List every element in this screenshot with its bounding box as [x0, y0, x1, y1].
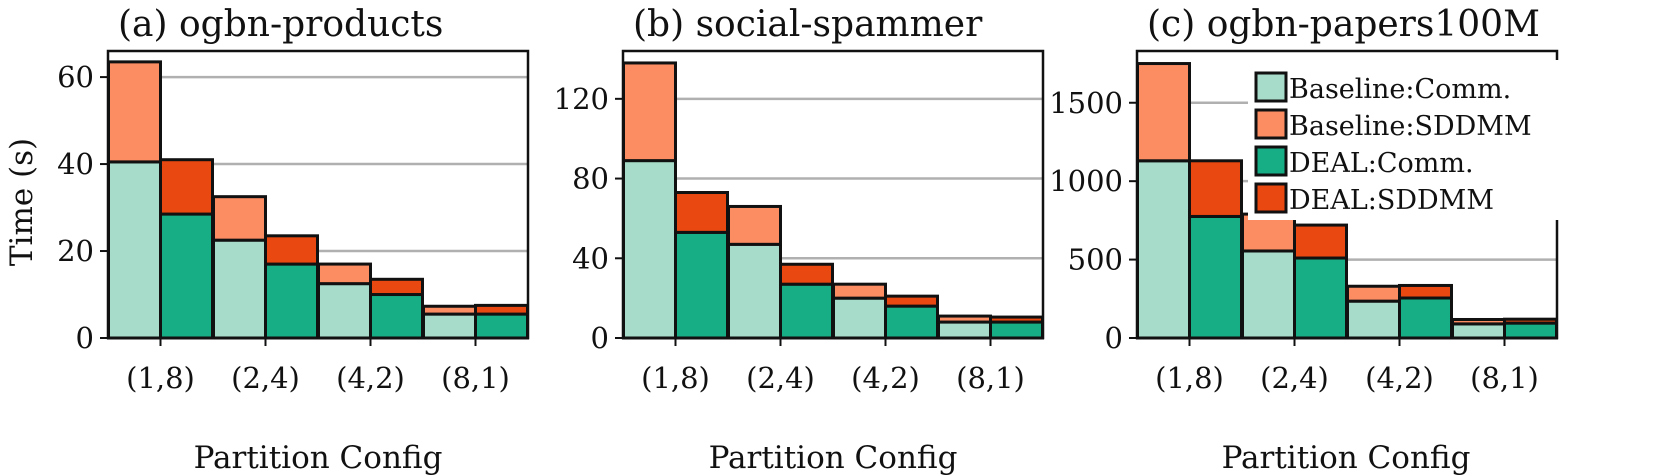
- bar-baseline-sddmm-2-4: [727, 204, 782, 246]
- bar-deal-sddmm-1-8: [159, 158, 214, 216]
- bar-deal-sddmm-4-2: [884, 294, 939, 308]
- bar-deal-sddmm-4-2: [1398, 283, 1453, 300]
- y-tick-label: 60: [57, 60, 94, 94]
- y-tick-label: 0: [1105, 321, 1123, 355]
- y-axis-label: Time (s): [4, 138, 40, 266]
- legend-label: DEAL:Comm.: [1289, 148, 1474, 179]
- bar-deal-comm-2-4: [779, 282, 834, 340]
- bar-deal-sddmm-8-1: [474, 303, 529, 316]
- bar-deal-sddmm-4-2: [369, 277, 424, 297]
- bar-deal-comm-1-8: [674, 230, 729, 340]
- bar-deal-comm-4-2: [884, 304, 939, 340]
- bar-baseline-comm-1-8: [107, 160, 162, 340]
- y-tick-label: 500: [1068, 243, 1123, 277]
- bar-deal-sddmm-8-1: [1503, 317, 1558, 325]
- bar-baseline-comm-1-8: [1136, 159, 1191, 340]
- x-tick-label: (1,8): [641, 361, 710, 395]
- x-tick-label: (2,4): [746, 361, 815, 395]
- bar-baseline-sddmm-8-1: [422, 304, 477, 316]
- legend-entry-deal-sddmm: DEAL:SDDMM: [1254, 182, 1494, 216]
- plot-frame: [621, 49, 1045, 340]
- bar-deal-sddmm-1-8: [674, 191, 729, 234]
- legend-label: DEAL:SDDMM: [1289, 185, 1494, 216]
- y-tick-label: 1000: [1049, 164, 1123, 198]
- bar-baseline-sddmm-1-8: [1136, 62, 1191, 163]
- legend-entry-baseline-comm: Baseline:Comm.: [1254, 71, 1511, 105]
- bar-deal-sddmm-2-4: [1293, 223, 1348, 260]
- panel-social-spammer: (b) social-spammer Partition Config 0 40 8…: [554, 4, 1045, 476]
- y-tick-label: 20: [57, 234, 94, 268]
- bar-baseline-comm-4-2: [1346, 299, 1401, 340]
- bar-baseline-sddmm-4-2: [1346, 284, 1401, 303]
- bar-baseline-sddmm-1-8: [107, 60, 162, 164]
- y-tick-label: 0: [76, 321, 94, 355]
- bar-baseline-comm-4-2: [317, 282, 372, 340]
- x-axis-label: Partition Config: [1222, 440, 1471, 476]
- bar-deal-comm-1-8: [1188, 214, 1243, 340]
- bar-deal-sddmm-2-4: [264, 234, 319, 266]
- bar-deal-comm-2-4: [1293, 256, 1348, 340]
- legend-swatch-deal-sddmm: [1254, 182, 1288, 214]
- bar-deal-sddmm-1-8: [1188, 159, 1243, 218]
- y-tick-label: 0: [591, 321, 609, 355]
- bar-baseline-sddmm-2-4: [212, 195, 267, 242]
- panel-title: (b) social-spammer: [633, 4, 983, 45]
- bar-deal-comm-8-1: [1503, 321, 1558, 340]
- x-axis-label: Partition Config: [709, 440, 958, 476]
- x-tick-label: (4,2): [851, 361, 920, 395]
- legend-swatch-baseline-sddmm: [1254, 108, 1288, 140]
- bar-baseline-comm-8-1: [1451, 322, 1506, 340]
- y-tick-label: 40: [572, 241, 609, 275]
- legend-entry-baseline-sddmm: Baseline:SDDMM: [1254, 108, 1532, 142]
- plot-frame: [106, 49, 530, 340]
- bar-baseline-sddmm-1-8: [622, 61, 677, 163]
- bar-baseline-comm-8-1: [422, 312, 477, 340]
- bar-baseline-comm-4-2: [832, 296, 887, 340]
- x-tick-label: (1,8): [1155, 361, 1224, 395]
- legend-swatch-baseline-comm: [1254, 71, 1288, 103]
- bar-baseline-comm-2-4: [1241, 249, 1296, 340]
- panel-title: (a) ogbn-products: [118, 4, 443, 45]
- legend: Baseline:Comm. Baseline:SDDMM DEAL:Comm.…: [1248, 60, 1654, 220]
- legend-swatch-deal-comm: [1254, 145, 1288, 177]
- bar-baseline-sddmm-8-1: [1451, 317, 1506, 326]
- panel-ogbn-products: (a) ogbn-products Time (s) Partition Con…: [4, 4, 530, 476]
- x-axis-label: Partition Config: [194, 440, 443, 476]
- legend-label: Baseline:Comm.: [1289, 74, 1511, 105]
- x-tick-label: (8,1): [1470, 361, 1539, 395]
- bar-deal-comm-2-4: [264, 262, 319, 340]
- bar-deal-comm-8-1: [989, 320, 1044, 340]
- x-tick-label: (8,1): [956, 361, 1025, 395]
- bar-baseline-sddmm-8-1: [937, 314, 992, 324]
- bar-baseline-sddmm-4-2: [832, 282, 887, 300]
- bar-deal-comm-4-2: [369, 293, 424, 340]
- bar-deal-sddmm-2-4: [779, 262, 834, 286]
- bar-baseline-comm-1-8: [622, 159, 677, 340]
- y-tick-label: 80: [572, 162, 609, 196]
- x-tick-label: (8,1): [441, 361, 510, 395]
- bar-baseline-comm-2-4: [212, 238, 267, 340]
- legend-background: [1248, 60, 1654, 220]
- bar-baseline-comm-8-1: [937, 320, 992, 340]
- bar-deal-sddmm-8-1: [989, 315, 1044, 324]
- y-tick-label: 40: [57, 147, 94, 181]
- x-tick-label: (4,2): [336, 361, 405, 395]
- bar-deal-comm-4-2: [1398, 296, 1453, 340]
- bar-deal-comm-1-8: [159, 212, 214, 340]
- legend-label: Baseline:SDDMM: [1289, 111, 1532, 142]
- bar-baseline-comm-2-4: [727, 242, 782, 340]
- legend-entry-deal-comm: DEAL:Comm.: [1254, 145, 1474, 179]
- bar-baseline-sddmm-4-2: [317, 262, 372, 286]
- panel-title: (c) ogbn-papers100M: [1147, 4, 1540, 45]
- x-tick-label: (4,2): [1365, 361, 1434, 395]
- x-tick-label: (1,8): [126, 361, 195, 395]
- x-tick-label: (2,4): [1260, 361, 1329, 395]
- y-tick-label: 120: [554, 82, 609, 116]
- x-tick-label: (2,4): [231, 361, 300, 395]
- bar-deal-comm-8-1: [474, 312, 529, 340]
- y-tick-label: 1500: [1049, 86, 1123, 120]
